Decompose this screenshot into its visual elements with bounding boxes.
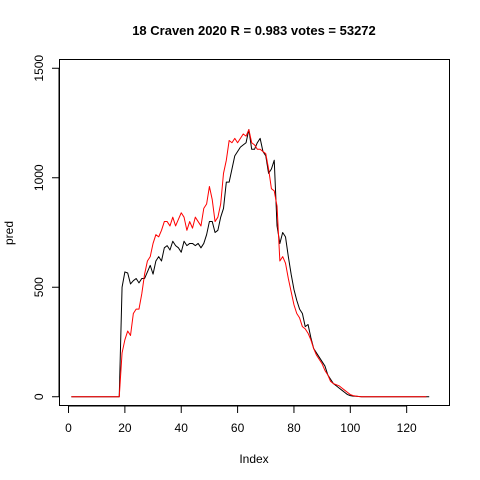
series-layer: [71, 129, 430, 398]
y-tick-label: 1000: [32, 164, 46, 191]
y-tick-label: 1500: [32, 55, 46, 82]
x-tick-label: 80: [287, 421, 301, 435]
plot-area-frame: [59, 59, 450, 406]
x-tick-label: 60: [231, 421, 245, 435]
x-tick-label: 20: [118, 421, 132, 435]
chart-title: 18 Craven 2020 R = 0.983 votes = 53272: [132, 23, 376, 38]
y-axis-label: pred: [2, 221, 16, 245]
x-tick-label: 120: [397, 421, 417, 435]
x-tick-label: 100: [340, 421, 360, 435]
y-tick-label: 500: [32, 277, 46, 297]
x-axis-label: Index: [239, 452, 268, 466]
x-tick-label: 40: [175, 421, 189, 435]
x-tick-label: 0: [65, 421, 72, 435]
y-tick-label: 0: [32, 393, 46, 400]
y-axis: 0 500 1000 1500: [32, 55, 60, 400]
series-line-2: [71, 129, 427, 398]
series-line-1: [71, 129, 430, 398]
x-axis: 0 20 40 60 80 100 120: [65, 405, 417, 435]
